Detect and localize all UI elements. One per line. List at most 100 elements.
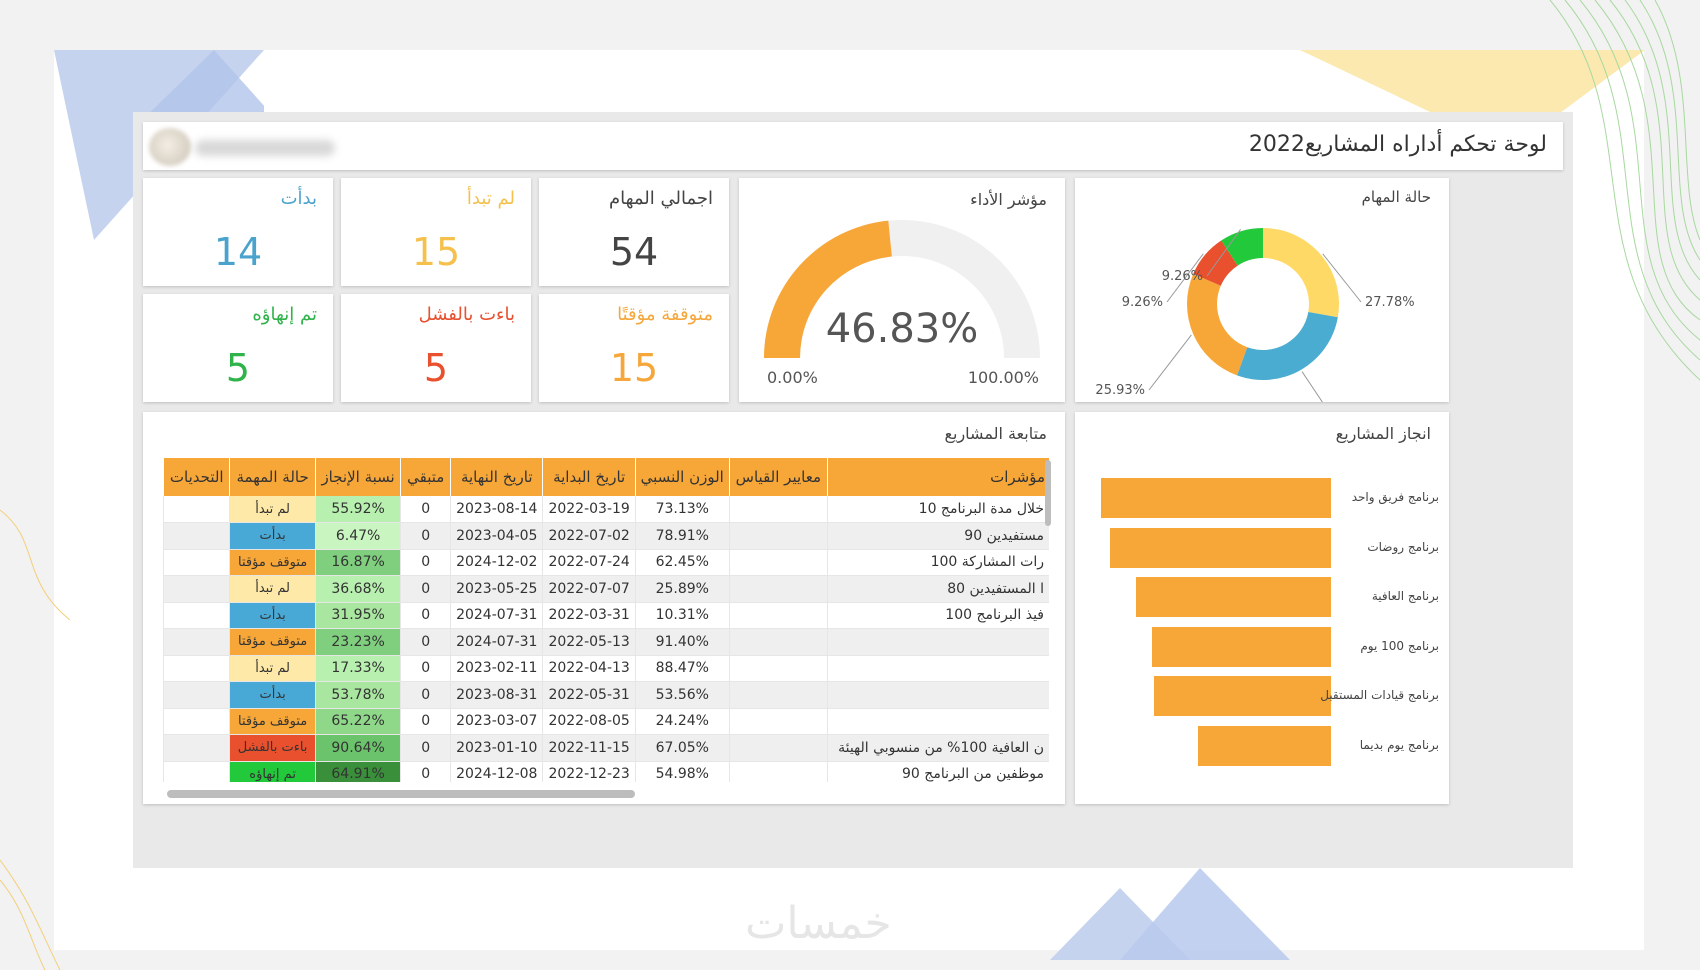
performance-gauge-card[interactable]: مؤشر الأداء 46.83% 0.00% 100.00% <box>739 178 1065 402</box>
funnel-bar-label: برنامج قيادات المستقبل <box>1320 688 1439 702</box>
green-lines-decoration <box>1549 0 1700 381</box>
table-row[interactable]: 91.40% 2022-05-13 2024-07-31 0 23.23% متوقف م… <box>163 628 1049 656</box>
table-row[interactable]: ن العافية 100% من منسوبي الهيئة 67.05% 202… <box>163 734 1049 762</box>
cell-end-date: 2023-03-07 <box>450 708 543 735</box>
gauge-title: مؤشر الأداء <box>970 190 1047 209</box>
cell-remaining: 0 <box>400 708 451 735</box>
cell-end-date: 2024-12-08 <box>450 761 543 782</box>
cell-completion: 65.22% <box>314 708 401 735</box>
table-row[interactable]: فيذ البرنامج 100 10.31% 2022-03-31 2024-07-… <box>163 602 1049 629</box>
cell-criteria <box>728 549 828 576</box>
kpi-value: 5 <box>423 346 449 390</box>
funnel-bar[interactable] <box>1197 725 1331 766</box>
avatar <box>149 128 191 166</box>
donut-slice[interactable] <box>1193 240 1238 286</box>
kpi-label: تم إنهاؤه <box>252 304 317 325</box>
cell-status: لم تبدأ <box>229 496 316 523</box>
cell-indicator <box>826 708 1049 735</box>
col-indicators[interactable]: مؤشرات <box>826 458 1049 496</box>
kpi-label: باءت بالفشل <box>418 304 515 325</box>
yellow-triangle-decoration <box>1300 50 1645 150</box>
donut-slice[interactable] <box>1263 228 1339 318</box>
table-row[interactable]: رات المشاركة 100 62.45% 2022-07-24 2024-12-… <box>163 549 1049 576</box>
cell-start-date: 2022-07-07 <box>542 575 636 603</box>
table-row[interactable]: 24.24% 2022-08-05 2023-03-07 0 65.22% متوقف م… <box>163 708 1049 735</box>
cell-criteria <box>728 734 828 762</box>
gauge-value: 46.83% <box>825 306 979 352</box>
cell-completion: 90.64% <box>314 734 401 762</box>
funnel-bar[interactable] <box>1153 676 1331 716</box>
cell-remaining: 0 <box>400 734 451 762</box>
achievement-title: انجاز المشاريع <box>1335 424 1431 443</box>
dashboard-title: لوحة تحكم أداراه المشاريع2022 <box>1248 132 1547 157</box>
vertical-scrollbar[interactable] <box>1045 460 1051 526</box>
project-tracking-card[interactable]: متابعة المشاريع مؤشرات معايير القياس الو… <box>143 412 1065 804</box>
kpi-card-failed[interactable]: باءت بالفشل 5 <box>341 294 531 402</box>
col-start-date[interactable]: تاريخ البداية <box>542 458 636 496</box>
cell-status: متوقف مؤقتا <box>229 628 316 656</box>
table-row[interactable]: ا المستفيدين 80 25.89% 2022-07-07 2023-05-2… <box>163 575 1049 603</box>
cell-indicator <box>826 655 1049 682</box>
tracking-table-viewport[interactable]: مؤشرات معايير القياس الوزن النسبي تاريخ … <box>163 458 1049 782</box>
cell-completion: 53.78% <box>314 681 401 709</box>
donut-slice[interactable] <box>1187 273 1248 376</box>
kpi-label: لم تبدأ <box>466 188 515 209</box>
col-challenges[interactable]: التحديات <box>163 458 230 496</box>
horizontal-scrollbar[interactable] <box>167 790 635 798</box>
cell-start-date: 2022-03-19 <box>542 496 636 523</box>
cell-weight: 67.05% <box>634 734 730 762</box>
cell-end-date: 2023-02-11 <box>450 655 543 682</box>
kpi-card-completed[interactable]: تم إنهاؤه 5 <box>143 294 333 402</box>
funnel-bar[interactable] <box>1135 577 1331 617</box>
cell-start-date: 2022-05-31 <box>542 681 636 709</box>
cell-criteria <box>728 761 828 782</box>
table-row[interactable]: خلال مدة البرنامج 10 73.13% 2022-03-19 2023… <box>163 496 1049 523</box>
cell-completion: 31.95% <box>314 602 401 629</box>
cell-completion: 64.91% <box>314 761 401 782</box>
cell-indicator <box>826 681 1049 709</box>
gauge-max-label: 100.00% <box>967 368 1039 387</box>
cell-end-date: 2023-08-31 <box>450 681 543 709</box>
kpi-card-total-tasks[interactable]: اجمالي المهام 54 <box>539 178 729 286</box>
cell-indicator: مستفيدين 90 <box>826 522 1049 550</box>
table-row[interactable]: مستفيدين 90 78.91% 2022-07-02 2023-04-05 0 6.… <box>163 522 1049 550</box>
kpi-card-paused[interactable]: متوقفة مؤقتًا 15 <box>539 294 729 402</box>
col-remaining[interactable]: متبقي <box>400 458 451 496</box>
kpi-value: 15 <box>411 230 461 274</box>
project-achievement-card[interactable]: انجاز المشاريع برنامج فريق واحد برنامج رو… <box>1075 412 1449 804</box>
funnel-bar-label: برنامج روضات <box>1367 539 1439 554</box>
cell-remaining: 0 <box>400 575 451 603</box>
tracking-table-body: خلال مدة البرنامج 10 73.13% 2022-03-19 2023… <box>163 496 1049 782</box>
funnel-bar[interactable] <box>1110 527 1331 568</box>
col-status[interactable]: حالة المهمة <box>229 458 316 496</box>
cell-indicator: موظفين من البرنامج 90 <box>826 761 1049 782</box>
cell-weight: 62.45% <box>634 549 730 576</box>
cell-end-date: 2024-07-31 <box>450 602 543 629</box>
col-completion[interactable]: نسبة الإنجاز <box>314 458 401 496</box>
cell-indicator: خلال مدة البرنامج 10 <box>826 496 1049 523</box>
cell-indicator: ن العافية 100% من منسوبي الهيئة <box>826 734 1049 762</box>
gauge-min-label: 0.00% <box>767 368 818 387</box>
funnel-bar[interactable] <box>1151 626 1331 667</box>
table-row[interactable]: 88.47% 2022-04-13 2023-02-11 0 17.33% لم تبدأ <box>163 655 1049 682</box>
col-end-date[interactable]: تاريخ النهاية <box>450 458 543 496</box>
col-criteria[interactable]: معايير القياس <box>728 458 828 496</box>
cell-challenges <box>163 522 230 550</box>
cell-remaining: 0 <box>400 602 451 629</box>
donut-slice[interactable] <box>1237 311 1338 380</box>
cell-criteria <box>728 602 828 629</box>
funnel-bar-label: برنامج يوم بديما <box>1359 737 1439 752</box>
kpi-card-started[interactable]: بدأت 14 <box>143 178 333 286</box>
table-row[interactable]: موظفين من البرنامج 90 54.98% 2022-12-23 202… <box>163 761 1049 782</box>
cell-start-date: 2022-04-13 <box>542 655 636 682</box>
table-row[interactable]: 53.56% 2022-05-31 2023-08-31 0 53.78% بدأت <box>163 681 1049 709</box>
tracking-table: مؤشرات معايير القياس الوزن النسبي تاريخ … <box>163 458 1049 782</box>
donut-slice[interactable] <box>1221 228 1263 266</box>
cell-remaining: 0 <box>400 681 451 709</box>
kpi-card-not-started[interactable]: لم تبدأ 15 <box>341 178 531 286</box>
task-status-card[interactable]: حالة المهام 27.78%27.78%25.93%9.26%9.26% <box>1075 178 1449 402</box>
col-weight[interactable]: الوزن النسبي <box>634 458 730 496</box>
donut-slice-label: 9.26% <box>1122 295 1163 310</box>
funnel-bar[interactable] <box>1101 478 1331 518</box>
cell-end-date: 2024-07-31 <box>450 628 543 656</box>
